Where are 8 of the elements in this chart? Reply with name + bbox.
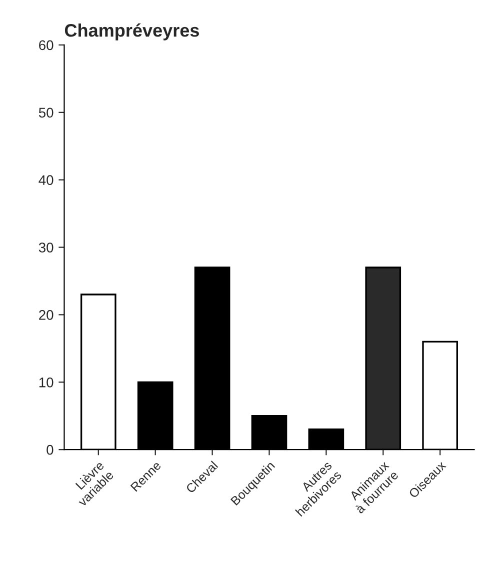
y-tick-label: 0 <box>46 444 54 455</box>
y-tick-label: 10 <box>39 377 54 388</box>
y-tick-label: 20 <box>39 310 54 320</box>
y-tick-label: 60 <box>39 40 54 50</box>
chart-title: Champréveyres <box>64 23 199 40</box>
y-tick-label: 50 <box>38 108 54 118</box>
y-tick-label: 40 <box>38 175 54 186</box>
y-tick-label: 30 <box>38 242 54 252</box>
